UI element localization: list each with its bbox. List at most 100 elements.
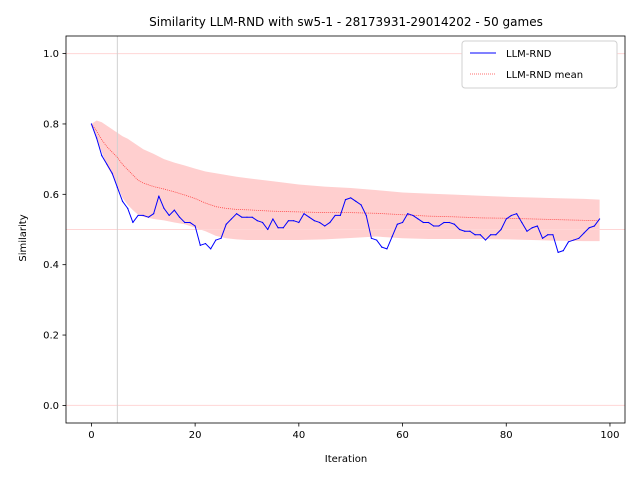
data-point <box>303 213 305 215</box>
data-point <box>562 250 564 252</box>
data-point <box>106 163 108 166</box>
data-point <box>412 214 414 217</box>
data-point <box>298 221 300 224</box>
x-tick-label: 0 <box>88 430 94 441</box>
data-point <box>464 230 466 232</box>
data-point <box>334 214 336 217</box>
data-point <box>178 216 181 218</box>
data-point <box>168 214 170 217</box>
data-point <box>277 227 279 229</box>
data-point <box>272 218 274 220</box>
data-point <box>339 214 341 217</box>
data-point <box>598 218 601 220</box>
axes-frame <box>65 35 626 424</box>
data-point <box>396 223 398 225</box>
data-point <box>516 213 518 215</box>
data-point <box>593 225 596 227</box>
data-point <box>246 216 248 218</box>
data-point <box>313 220 315 222</box>
data-point <box>376 239 378 241</box>
data-point <box>427 221 430 224</box>
data-point <box>567 241 570 243</box>
data-point <box>458 228 461 231</box>
confidence-band <box>91 120 600 242</box>
data-point <box>163 207 165 209</box>
plot-area: 0 20 40 60 80 100 0.0 0.2 0.4 0.6 0.8 1.0 <box>43 35 626 441</box>
data-point <box>282 227 284 229</box>
data-point <box>557 251 559 253</box>
data-point <box>173 209 175 211</box>
data-point <box>484 239 487 241</box>
data-point <box>344 198 347 201</box>
data-point <box>241 216 243 218</box>
data-point <box>230 218 233 220</box>
data-point <box>189 221 191 224</box>
data-point <box>438 225 440 227</box>
data-point <box>225 223 227 225</box>
data-point <box>116 186 118 188</box>
x-tick-label: 20 <box>189 430 202 441</box>
data-point <box>401 221 404 224</box>
data-point <box>370 237 373 239</box>
data-point <box>111 172 113 174</box>
y-tick-label: 0.4 <box>43 260 59 271</box>
data-point <box>453 223 455 225</box>
data-point <box>350 197 352 199</box>
data-point <box>407 213 409 215</box>
data-point <box>137 214 139 217</box>
data-point <box>573 239 575 241</box>
data-point <box>236 213 238 215</box>
data-point <box>308 216 310 218</box>
data-point <box>521 221 523 224</box>
data-point <box>422 221 424 224</box>
data-point <box>147 216 150 218</box>
data-point <box>355 200 357 202</box>
x-tick-label: 40 <box>292 430 305 441</box>
data-point <box>360 204 362 206</box>
data-point <box>318 221 321 224</box>
data-point <box>90 123 93 125</box>
x-axis-label: Iteration <box>325 454 367 465</box>
legend: LLM-RND LLM-RND mean <box>461 40 618 89</box>
data-point <box>469 230 471 232</box>
data-point <box>510 214 513 217</box>
legend-label-llm-rnd-mean: LLM-RND mean <box>506 70 583 81</box>
data-point <box>474 234 476 236</box>
data-point <box>261 221 264 224</box>
data-point <box>324 225 326 227</box>
data-point <box>194 225 196 227</box>
data-point <box>220 237 222 239</box>
data-point <box>505 218 507 220</box>
data-point <box>417 218 419 220</box>
data-point <box>448 221 450 224</box>
legend-box <box>461 40 618 89</box>
data-point <box>95 137 98 139</box>
data-point <box>256 220 258 222</box>
data-point <box>495 234 497 236</box>
series-line-llm-rnd-mean <box>91 123 600 222</box>
data-point <box>547 234 549 236</box>
data-point <box>251 216 253 218</box>
data-point <box>101 155 103 157</box>
data-point <box>583 232 585 234</box>
data-point <box>199 244 201 246</box>
data-point <box>541 237 544 239</box>
data-point <box>588 227 590 229</box>
y-tick-label: 0.2 <box>43 331 59 342</box>
data-point <box>267 228 269 231</box>
data-point <box>578 237 580 239</box>
data-point <box>204 242 207 245</box>
x-tick-label: 100 <box>600 430 619 441</box>
data-point <box>142 214 144 217</box>
data-point <box>433 225 435 227</box>
data-point <box>127 207 129 209</box>
data-point <box>552 234 554 236</box>
data-point <box>391 235 393 238</box>
data-point <box>121 200 124 202</box>
data-point <box>184 221 186 224</box>
y-tick-label: 0.0 <box>43 401 59 412</box>
data-point <box>287 220 290 222</box>
data-point <box>536 225 538 227</box>
data-point <box>479 234 481 236</box>
